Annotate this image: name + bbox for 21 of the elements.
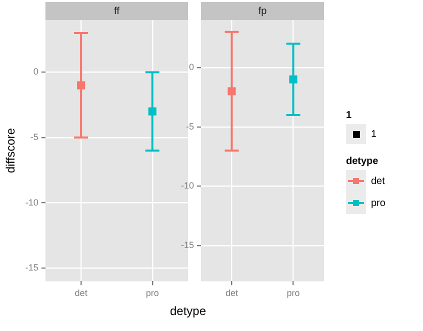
y-tick-label: -15 xyxy=(180,240,194,250)
y-tick-label: -10 xyxy=(180,180,194,191)
y-tick-label: 0 xyxy=(33,66,38,77)
x-axis-title: detype xyxy=(168,304,208,318)
y-tick-label: -15 xyxy=(25,262,38,273)
x-tick-label: det xyxy=(226,288,239,298)
x-tick-label: det xyxy=(74,288,88,298)
y-tick-label: -5 xyxy=(30,132,38,142)
legend-title: detype xyxy=(346,156,380,167)
legend-label: det xyxy=(371,176,385,186)
x-tick-label: pro xyxy=(146,288,159,298)
y-tick-label: -10 xyxy=(25,197,38,208)
legend-label: pro xyxy=(371,198,386,208)
y-tick-label: -5 xyxy=(186,121,194,132)
y-axis-title: diffscore xyxy=(4,128,18,174)
chart-title: ff xyxy=(114,6,120,17)
chart-title: fp xyxy=(258,6,268,17)
text: 1 xyxy=(371,128,377,140)
y-tick-label: 0 xyxy=(188,62,194,72)
x-tick-label: pro xyxy=(286,288,300,298)
text: 1 xyxy=(346,110,353,121)
